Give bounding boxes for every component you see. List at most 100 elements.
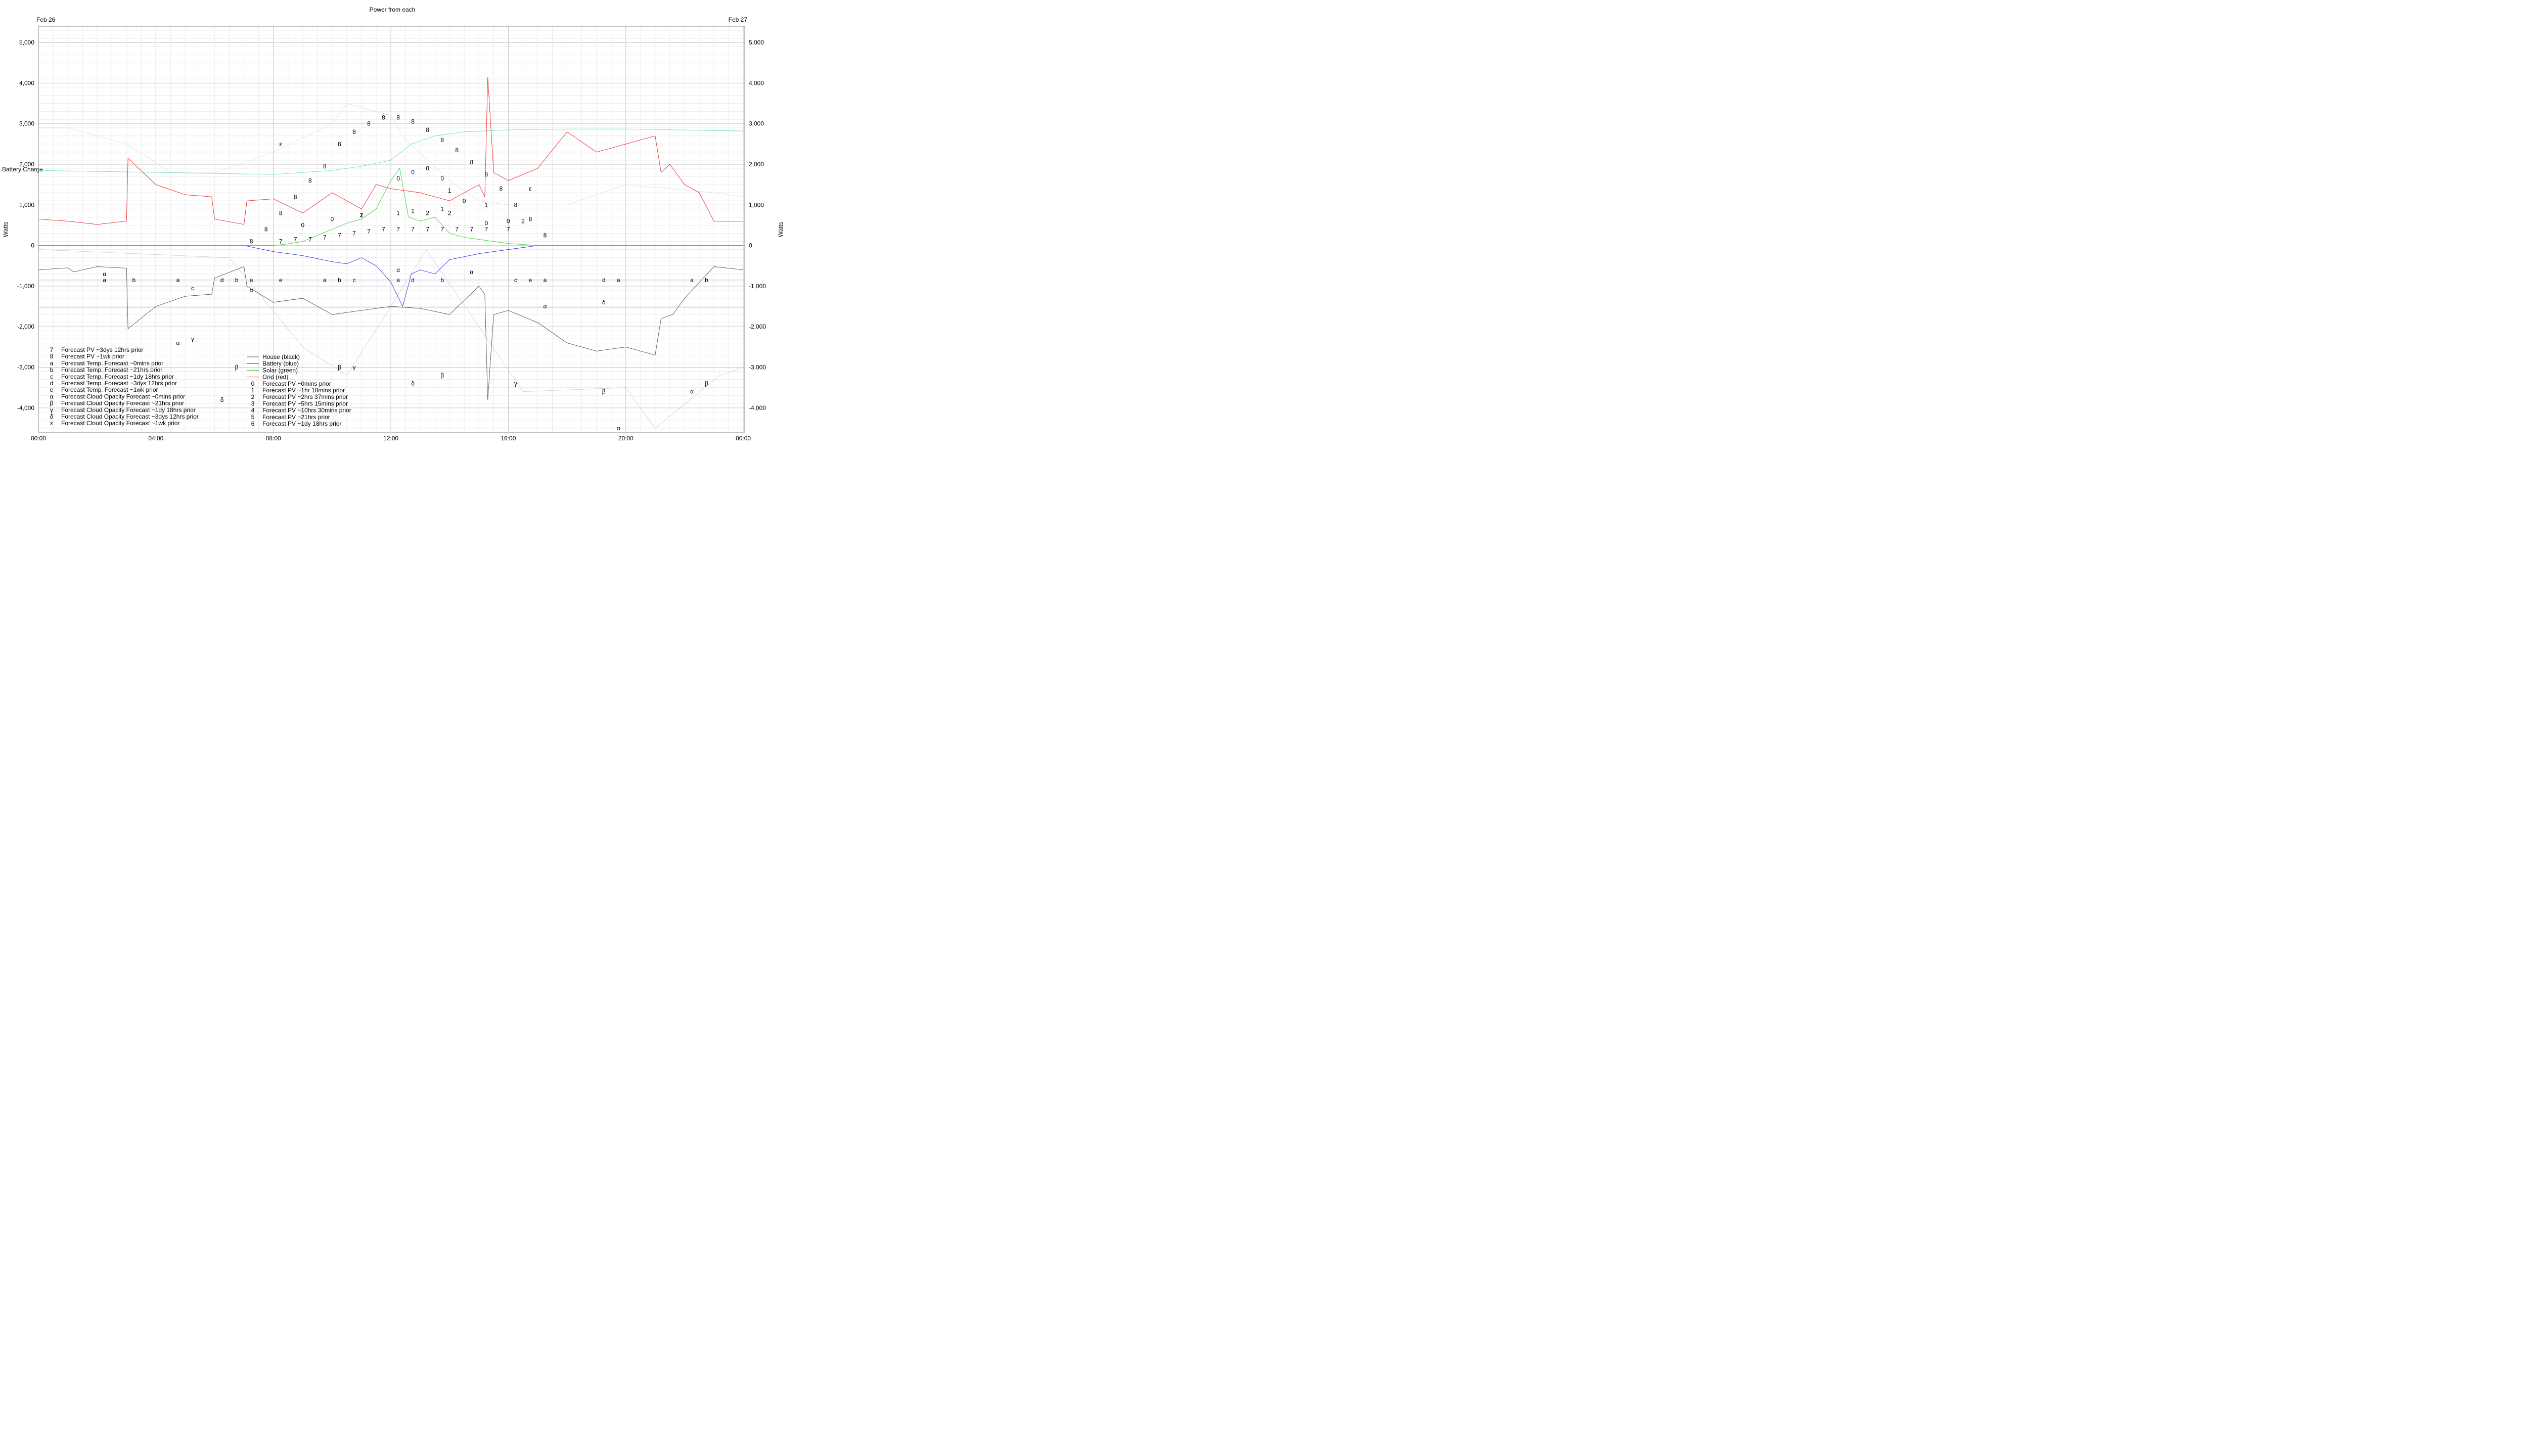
y-tick-label-right: 5,000 [749, 39, 764, 46]
forecast-marker: 8 [484, 171, 488, 178]
forecast-marker: b [338, 277, 341, 284]
series-lines [38, 77, 744, 429]
end-date-label: Feb 27 [729, 16, 748, 23]
forecast-marker: 1 [360, 211, 364, 218]
legend-label: Forecast PV ~0mins prior [262, 380, 331, 387]
legend-symbol: c [50, 373, 53, 380]
forecast-marker: a [103, 277, 106, 284]
forecast-marker: γ [352, 364, 355, 371]
legend-symbol: 1 [251, 387, 255, 394]
y-tick-label-left: 3,000 [19, 120, 34, 127]
forecast-marker: β [440, 372, 444, 379]
forecast-marker: 8 [338, 141, 341, 148]
forecast-marker: b [132, 277, 136, 284]
forecast-marker: 7 [279, 238, 283, 245]
y-axis-label-right: Watts [777, 222, 784, 237]
forecast-marker: c [352, 277, 355, 284]
legend-symbol: 8 [50, 353, 54, 360]
forecast-marker: 7 [484, 226, 488, 233]
x-tick-label: 00:00 [31, 435, 46, 442]
legend-symbol: 3 [251, 400, 255, 407]
forecast-marker: 8 [529, 215, 532, 222]
y-tick-label-right: 3,000 [749, 120, 764, 127]
power-chart: Power from each Feb 26 Feb 27 Watts Watt… [0, 0, 785, 446]
forecast-marker: 8 [470, 159, 473, 166]
forecast-marker: 0 [440, 175, 444, 182]
forecast-marker: e [279, 277, 283, 284]
forecast-marker: b [705, 277, 708, 284]
legend-label: Forecast Temp. Forecast ~0mins prior [61, 359, 163, 367]
forecast-marker: a [176, 277, 180, 284]
axes: 00:00 04:00 08:00 12:00 16:00 20:00 00:00 5,000… [17, 26, 766, 442]
forecast-marker: 8 [279, 209, 283, 216]
legend-label: Solar (green) [262, 367, 298, 374]
forecast-marker: b [235, 277, 239, 284]
legend-label: Forecast Temp. Forecast ~3dys 12hrs prio… [61, 380, 177, 387]
forecast-marker: 7 [294, 236, 297, 243]
legend-label: Forecast PV ~2hrs 37mins prior [262, 393, 348, 400]
forecast-marker: a [396, 277, 400, 284]
y-tick-label-right: -2,000 [749, 323, 766, 330]
legend-label: Forecast Cloud Opacity Forecast ~21hrs p… [61, 400, 184, 407]
legend-symbol: 6 [251, 420, 255, 427]
grid [38, 26, 745, 432]
plot-frame [38, 26, 745, 433]
forecast-marker: 8 [500, 185, 503, 192]
y-tick-label-right: -4,000 [749, 404, 766, 412]
y-tick-label-left: 1,000 [19, 201, 34, 208]
y-tick-label-left: -2,000 [17, 323, 34, 330]
x-tick-label: 12:00 [383, 435, 398, 442]
forecast-marker: c [514, 277, 517, 284]
forecast-marker: ε [280, 141, 283, 148]
forecast-marker: 0 [426, 165, 429, 172]
legend-symbol: 2 [251, 393, 255, 400]
y-axis-label-left: Watts [2, 222, 9, 237]
x-tick-label: 04:00 [148, 435, 163, 442]
x-tick-label: 08:00 [266, 435, 281, 442]
forecast-marker: α [103, 270, 106, 278]
forecast-marker: α [617, 425, 620, 432]
y-tick-label-left: -3,000 [17, 364, 34, 371]
series-line [38, 245, 744, 307]
forecast-marker: β [602, 388, 606, 395]
forecast-marker: 8 [323, 163, 327, 170]
forecast-marker: 2 [426, 209, 429, 216]
forecast-marker: 8 [440, 136, 444, 144]
legend-label: Forecast Temp. Forecast ~1dy 18hrs prior [61, 373, 174, 380]
forecast-marker: 0 [507, 217, 510, 224]
y-tick-label-right: 0 [749, 242, 752, 249]
y-tick-label-left: 2,000 [19, 161, 34, 168]
y-tick-label-right: 1,000 [749, 201, 764, 208]
forecast-marker: 8 [396, 114, 400, 121]
legend-label: Grid (red) [262, 374, 288, 381]
legend-symbol: e [50, 386, 54, 393]
legend-label: Forecast Cloud Opacity Forecast ~1dy 18h… [61, 406, 196, 414]
forecast-marker: β [235, 364, 239, 371]
forecast-marker: 8 [352, 128, 356, 135]
legend-label: Forecast PV ~10hrs 30mins prior [262, 407, 351, 414]
forecast-marker: 8 [294, 193, 297, 200]
forecast-marker: 1 [396, 209, 400, 216]
forecast-marker: 0 [484, 219, 488, 226]
forecast-marker: 2 [448, 209, 452, 216]
forecast-marker: α [396, 266, 400, 274]
forecast-marker: 2 [521, 217, 525, 224]
forecast-marker: 7 [470, 226, 473, 233]
legend-label: Forecast PV ~1hr 18mins prior [262, 387, 345, 394]
legend-symbol: α [50, 393, 54, 400]
forecast-marker: c [191, 285, 194, 292]
forecast-marker: 7 [338, 232, 341, 239]
y-tick-label-left: 0 [31, 242, 34, 249]
forecast-marker: δ [602, 299, 606, 306]
legend-label: Battery (blue) [262, 360, 299, 367]
forecast-marker: β [338, 364, 341, 371]
y-tick-label-right: -3,000 [749, 364, 766, 371]
legend-label: Forecast Temp. Forecast ~21hrs prior [61, 367, 162, 374]
forecast-marker: a [323, 277, 327, 284]
legend-symbol: 4 [251, 407, 255, 414]
forecast-marker: 7 [455, 226, 459, 233]
legend-symbol: a [50, 359, 54, 367]
y-tick-label-left: 5,000 [19, 39, 34, 46]
legend-label: Forecast Temp. Forecast ~1wk prior [61, 386, 158, 393]
forecast-marker: 8 [455, 147, 459, 154]
